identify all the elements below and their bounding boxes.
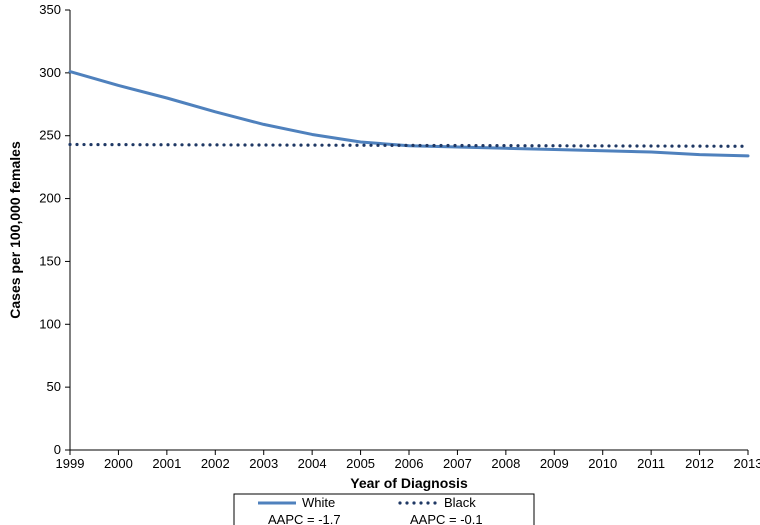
legend-label-black: Black <box>444 495 476 510</box>
x-tick-label: 2010 <box>588 456 617 471</box>
x-tick-label: 2004 <box>298 456 327 471</box>
y-tick-label: 50 <box>47 379 61 394</box>
y-tick-label: 200 <box>39 191 61 206</box>
y-tick-label: 100 <box>39 316 61 331</box>
x-axis-label: Year of Diagnosis <box>350 475 468 491</box>
y-axis-label: Cases per 100,000 females <box>7 141 23 319</box>
chart-container: 0 50 100 150 200 250 300 350 1999 2000 2001 2002 200… <box>0 0 760 525</box>
x-tick-label: 2007 <box>443 456 472 471</box>
x-tick-label: 2009 <box>540 456 569 471</box>
legend-label-white: White <box>302 495 335 510</box>
y-tick-label: 0 <box>54 442 61 457</box>
x-tick-label: 2000 <box>104 456 133 471</box>
y-tick-label: 350 <box>39 2 61 17</box>
x-tick-label: 2005 <box>346 456 375 471</box>
legend-aapc-black: AAPC = -0.1 <box>410 512 483 525</box>
x-tick-label: 2003 <box>249 456 278 471</box>
y-tick-label: 150 <box>39 253 61 268</box>
x-tick-label: 1999 <box>56 456 85 471</box>
x-tick-label: 2008 <box>491 456 520 471</box>
x-tick-label: 2002 <box>201 456 230 471</box>
legend-aapc-white: AAPC = -1.7 <box>268 512 341 525</box>
x-tick-label: 2001 <box>152 456 181 471</box>
y-tick-label: 300 <box>39 65 61 80</box>
x-tick-label: 2013 <box>734 456 760 471</box>
x-tick-label: 2011 <box>637 456 665 471</box>
line-chart: 0 50 100 150 200 250 300 350 1999 2000 2001 2002 200… <box>0 0 760 525</box>
x-tick-label: 2012 <box>685 456 714 471</box>
y-tick-label: 250 <box>39 128 61 143</box>
x-tick-label: 2006 <box>395 456 424 471</box>
